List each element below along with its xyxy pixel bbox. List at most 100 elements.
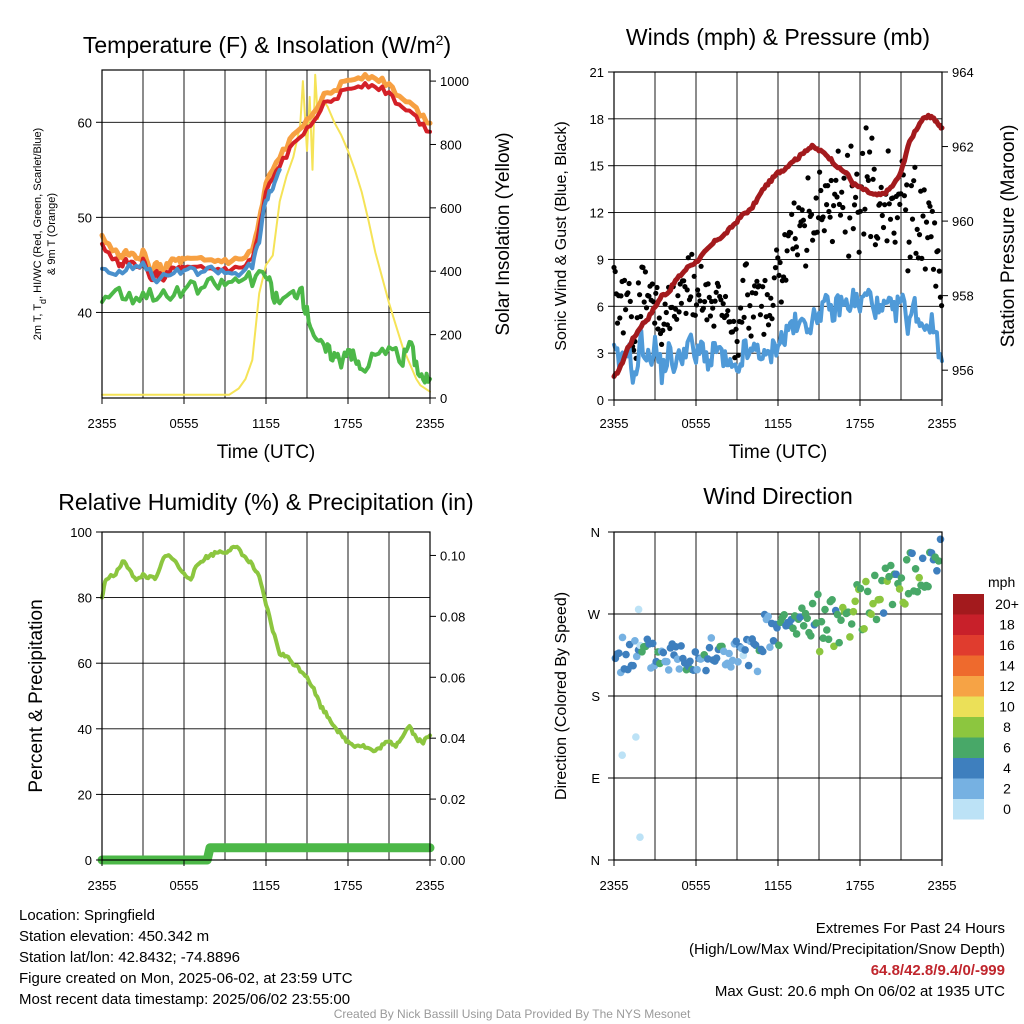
direction-dot	[851, 597, 859, 606]
gust-dot	[837, 212, 844, 218]
direction-dot	[856, 584, 865, 593]
gust-dot	[897, 201, 903, 207]
gust-dot	[928, 234, 934, 240]
series-line-t2m	[100, 81, 432, 283]
gust-dot	[689, 251, 695, 257]
direction-dot	[821, 605, 829, 614]
credit-line: Created By Nick Bassill Using Data Provi…	[333, 1007, 691, 1021]
direction-dot	[764, 612, 772, 621]
direction-ylabel: Direction (Colored By Speed)	[553, 592, 570, 800]
y-tick-label: 15	[590, 159, 604, 174]
gust-dot	[673, 306, 679, 312]
direction-dot	[867, 610, 875, 618]
gust-dot	[884, 238, 890, 244]
humidity-grid	[102, 531, 430, 860]
direction-dot	[634, 605, 643, 614]
gust-dot	[799, 207, 805, 213]
direction-dot	[888, 600, 897, 609]
gust-dot	[909, 216, 916, 222]
direction-dot	[664, 666, 673, 674]
y-tick-label: 6	[597, 299, 604, 314]
direction-dot	[924, 582, 932, 591]
gust-dot	[734, 338, 740, 345]
direction-dot	[887, 561, 895, 570]
gust-dot	[783, 277, 789, 283]
direction-dot	[648, 639, 657, 648]
speed-legend-title: mph	[988, 574, 1015, 590]
legend-label: 14	[999, 658, 1015, 674]
gust-dot	[769, 316, 775, 322]
gust-dot	[704, 317, 710, 323]
gust-dot	[617, 315, 623, 321]
gust-dot	[664, 322, 671, 328]
x-tick-label: 0555	[682, 416, 711, 431]
legend-label: 16	[999, 637, 1015, 653]
direction-dot	[830, 642, 838, 651]
gust-dot	[676, 309, 682, 315]
gust-dot	[828, 177, 834, 184]
humidity-ticks: 2355 0555 1155 1755 2355 0 20 40 60 80 100 0.00 0.02…	[70, 525, 465, 893]
gust-dot	[803, 263, 809, 269]
gust-dot	[777, 259, 783, 266]
y-tick-label: 12	[590, 206, 604, 221]
gust-dot	[841, 175, 847, 181]
gust-dot	[702, 299, 708, 305]
gust-dot	[871, 166, 877, 172]
direction-dot	[823, 626, 831, 634]
gust-dot	[724, 312, 730, 318]
extremes-subtitle: (High/Low/Max Wind/Precipitation/Snow De…	[689, 941, 1005, 958]
direction-dot	[872, 615, 881, 624]
gust-dot	[880, 224, 887, 231]
direction-dot	[913, 588, 922, 596]
station-latlon: Station lat/lon: 42.8432; -74.8896	[19, 949, 241, 966]
gust-dot	[620, 330, 626, 336]
gust-dot	[656, 315, 662, 321]
gust-dot	[659, 341, 665, 347]
direction-dot	[879, 609, 888, 617]
direction-dot	[871, 571, 879, 580]
legend-swatch	[953, 635, 984, 656]
direction-dot	[847, 620, 856, 628]
y2-tick-label: 600	[440, 201, 462, 216]
legend-swatch	[953, 717, 984, 738]
gust-dot	[731, 318, 737, 324]
gust-dot	[935, 248, 941, 254]
gust-dot	[936, 268, 942, 274]
gust-dot	[748, 333, 754, 339]
gust-dot	[848, 143, 854, 149]
x-tick-label: 2355	[600, 878, 629, 893]
direction-dot	[892, 570, 900, 579]
gust-dot	[652, 320, 658, 326]
gust-dot	[770, 302, 776, 308]
direction-dot	[803, 614, 811, 623]
gust-dot	[623, 307, 629, 313]
direction-dot	[702, 666, 710, 675]
gust-dot	[693, 302, 700, 308]
gust-dot	[712, 298, 718, 304]
gust-dot	[814, 229, 820, 235]
gust-dot	[695, 287, 701, 293]
direction-dot	[849, 607, 858, 616]
x-tick-label: 1155	[252, 416, 280, 431]
gust-dot	[684, 287, 690, 293]
gust-dot	[882, 202, 888, 208]
direction-dot	[677, 642, 685, 650]
gust-dot	[758, 303, 765, 309]
gust-dot	[808, 211, 815, 218]
legend-swatch	[953, 799, 984, 820]
x-tick-label: 1755	[334, 878, 363, 893]
gust-dot	[641, 299, 647, 305]
y-tick-label: 0	[85, 853, 92, 868]
series-line-td	[100, 269, 432, 385]
gust-dot	[745, 292, 751, 298]
gust-dot	[627, 298, 633, 304]
gust-dot	[765, 322, 772, 328]
x-tick-label: 2355	[416, 878, 445, 893]
gust-dot	[825, 183, 831, 189]
series-line-t9m	[99, 72, 433, 275]
gust-dot	[853, 194, 859, 200]
insolation-ylabel: Solar Insolation (Yellow)	[493, 132, 514, 335]
x-tick-label: 2355	[88, 416, 117, 431]
y-tick-label: W	[588, 607, 601, 622]
